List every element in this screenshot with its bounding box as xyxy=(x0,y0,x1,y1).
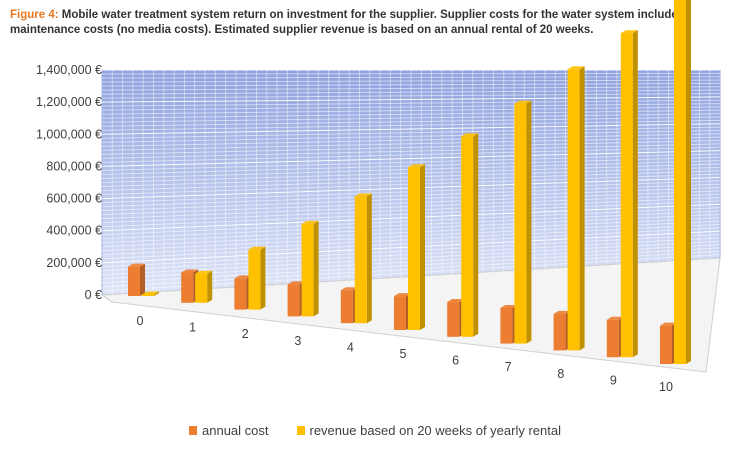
grid-line xyxy=(101,153,721,171)
grid-line xyxy=(101,140,721,155)
grid-line xyxy=(101,123,721,135)
caption-text: Mobile water treatment system return on … xyxy=(10,9,678,36)
y-tick-label: 600,000 € xyxy=(46,192,102,206)
y-tick-label: 1,400,000 € xyxy=(36,63,102,77)
figure-label: Figure 4: xyxy=(10,9,59,21)
x-tick-label: 3 xyxy=(294,334,301,348)
x-tick-label: 9 xyxy=(610,373,617,387)
x-tick-label: 2 xyxy=(242,327,249,341)
bar-revenue xyxy=(674,0,691,364)
grid-line xyxy=(101,136,721,151)
x-tick-label: 8 xyxy=(557,367,564,381)
legend-item-annual-cost: annual cost xyxy=(189,423,269,438)
bar-revenue xyxy=(301,220,319,317)
bar-revenue xyxy=(567,66,585,351)
grid-line xyxy=(101,89,721,95)
chart-legend: annual cost revenue based on 20 weeks of… xyxy=(0,423,750,438)
bar-revenue xyxy=(354,193,372,324)
grid-line xyxy=(101,93,721,99)
grid-line xyxy=(101,82,721,87)
x-tick-label: 1 xyxy=(189,321,196,335)
bar-revenue xyxy=(620,30,638,358)
bar-revenue xyxy=(408,164,425,330)
bar-annual-cost xyxy=(128,263,145,296)
grid-line xyxy=(101,116,721,127)
grid-line xyxy=(101,106,721,115)
grid-line xyxy=(101,146,721,163)
bar-revenue xyxy=(195,270,213,303)
bar-revenue xyxy=(142,291,159,296)
grid-line xyxy=(101,99,721,107)
y-tick-label: 1,000,000 € xyxy=(36,127,102,141)
grid-line xyxy=(101,143,721,159)
y-tick-label: 0 € xyxy=(85,288,102,302)
grid-line xyxy=(101,103,721,111)
grid-line xyxy=(101,96,721,103)
y-tick-label: 200,000 € xyxy=(46,256,102,270)
x-tick-label: 7 xyxy=(505,360,512,374)
legend-label-revenue: revenue based on 20 weeks of yearly rent… xyxy=(309,423,562,438)
grid-line xyxy=(101,86,721,91)
x-tick-label: 6 xyxy=(452,354,459,368)
legend-label-annual-cost: annual cost xyxy=(202,423,269,438)
bar-revenue xyxy=(461,133,479,337)
grid-line xyxy=(101,72,721,75)
grid-line xyxy=(101,119,721,131)
legend-swatch-revenue xyxy=(296,426,305,435)
grid-line xyxy=(101,150,721,167)
grid-line xyxy=(101,79,721,83)
grid-line xyxy=(101,126,721,139)
bar-revenue xyxy=(514,100,532,344)
grid-line xyxy=(101,113,721,123)
grid-line xyxy=(101,129,721,143)
x-tick-label: 0 xyxy=(137,314,144,328)
y-tick-label: 400,000 € xyxy=(46,224,102,238)
grid-line xyxy=(101,76,721,79)
legend-swatch-annual-cost xyxy=(189,426,197,435)
x-tick-label: 4 xyxy=(347,340,354,354)
y-tick-label: 800,000 € xyxy=(46,159,102,173)
y-tick-label: 1,200,000 € xyxy=(36,95,102,109)
grid-line xyxy=(101,133,721,147)
x-tick-label: 10 xyxy=(659,380,673,394)
x-tick-label: 5 xyxy=(400,347,407,361)
bar-revenue xyxy=(248,246,266,310)
figure-caption: Figure 4: Mobile water treatment system … xyxy=(10,8,742,38)
grid-line xyxy=(101,109,721,119)
legend-item-revenue: revenue based on 20 weeks of yearly rent… xyxy=(296,423,562,438)
